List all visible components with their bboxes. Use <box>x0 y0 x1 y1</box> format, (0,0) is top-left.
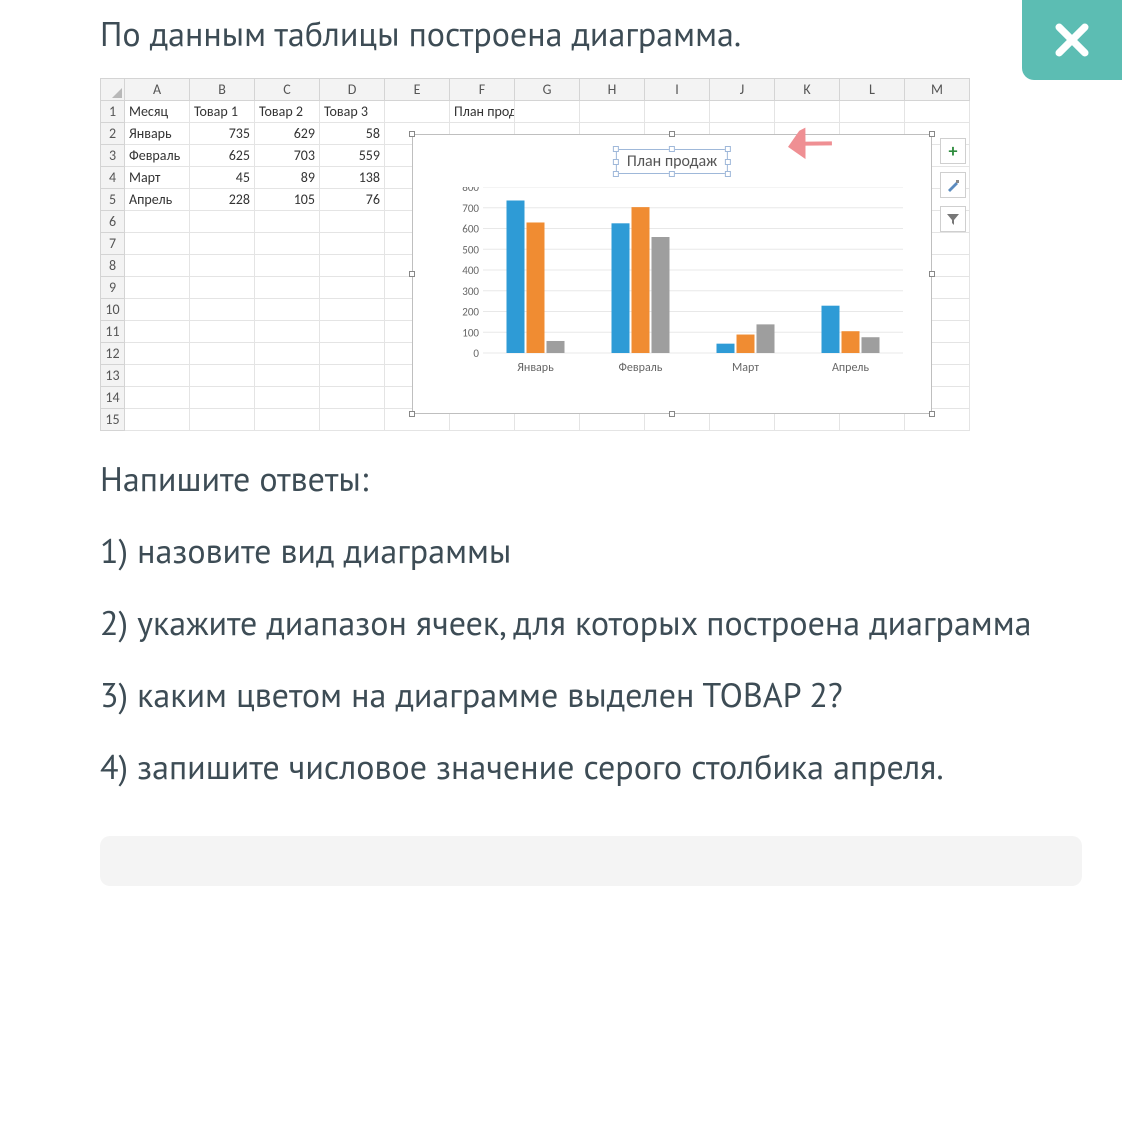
chart-side-buttons: + <box>940 138 966 232</box>
chart-title-text: План продаж <box>627 152 717 171</box>
svg-text:Апрель: Апрель <box>832 361 869 375</box>
svg-text:600: 600 <box>462 223 479 236</box>
chart-add-button[interactable]: + <box>940 138 966 164</box>
svg-text:100: 100 <box>462 326 479 339</box>
close-icon <box>1050 18 1094 62</box>
filter-icon <box>945 211 961 227</box>
page: По данным таблицы построена диаграмма. A… <box>0 0 1122 916</box>
svg-text:Февраль: Февраль <box>619 361 663 375</box>
svg-text:800: 800 <box>462 187 479 194</box>
brush-icon <box>945 177 961 193</box>
embedded-chart[interactable]: План продаж 0 100 200 300 400 500 600 700 800 Янв… <box>412 134 932 414</box>
intro-text: По данным таблицы построена диаграмма. <box>0 0 1122 56</box>
question-4: 4) запишите числовое значение серого сто… <box>0 719 1122 791</box>
svg-text:Март: Март <box>732 361 759 375</box>
question-3: 3) каким цветом на диаграмме выделен ТОВ… <box>0 647 1122 719</box>
svg-text:200: 200 <box>462 306 479 319</box>
svg-text:0: 0 <box>473 347 479 360</box>
chart-filter-button[interactable] <box>940 206 966 232</box>
svg-text:Январь: Январь <box>517 361 554 375</box>
chart-title[interactable]: План продаж <box>616 149 728 174</box>
instructions-heading: Напишите ответы: <box>0 431 1122 503</box>
answer-input[interactable] <box>100 836 1082 886</box>
chart-plot-area: 0 100 200 300 400 500 600 700 800 Январь Февраль Ма… <box>453 187 913 377</box>
svg-text:500: 500 <box>462 243 479 256</box>
svg-text:300: 300 <box>462 285 479 298</box>
chart-style-button[interactable] <box>940 172 966 198</box>
excel-screenshot: ABCDEFGHIJKLM1МесяцТовар 1Товар 2Товар 3… <box>100 78 970 431</box>
question-1: 1) назовите вид диаграммы <box>0 503 1122 575</box>
close-button[interactable] <box>1022 0 1122 80</box>
svg-text:400: 400 <box>462 264 479 277</box>
svg-text:700: 700 <box>462 202 479 215</box>
question-2: 2) укажите диапазон ячеек, для которых п… <box>0 575 1122 647</box>
